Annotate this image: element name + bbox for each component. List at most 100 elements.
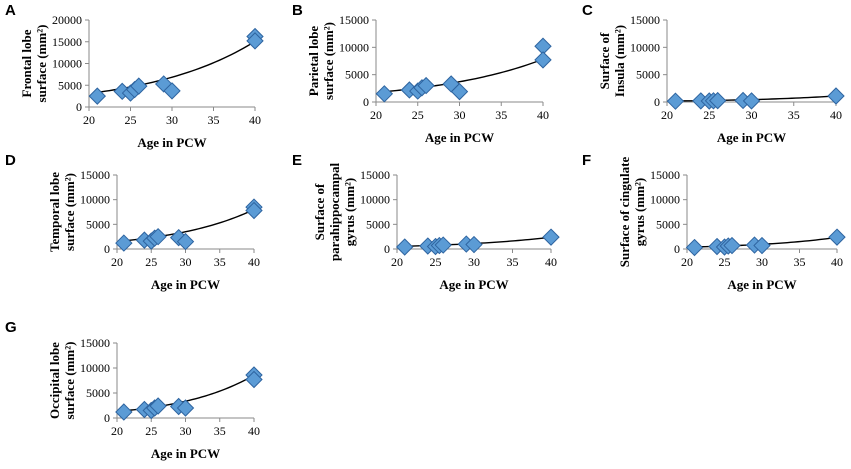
x-tick-label: 20 — [391, 255, 403, 269]
x-tick-label: 20 — [111, 424, 123, 438]
y-tick-label: 0 — [104, 242, 110, 256]
y-axis-title: Surface of — [312, 183, 327, 240]
x-tick-label: 40 — [830, 108, 842, 122]
panel-letter: A — [5, 2, 16, 19]
x-tick-label: 20 — [83, 113, 95, 127]
y-axis-title: Frontal lobe — [19, 29, 34, 97]
x-tick-label: 25 — [145, 424, 157, 438]
y-tick-label: 15000 — [80, 336, 110, 350]
x-tick-label: 25 — [145, 255, 157, 269]
y-tick-label: 0 — [76, 100, 82, 114]
data-point — [375, 85, 394, 103]
panel-letter: C — [582, 2, 593, 19]
x-axis-title: Age in PCW — [439, 277, 508, 292]
x-tick-label: 40 — [545, 255, 557, 269]
y-tick-label: 10000 — [650, 193, 680, 207]
x-tick-label: 40 — [249, 113, 261, 127]
x-tick-label: 35 — [214, 255, 226, 269]
y-tick-label: 5000 — [656, 217, 680, 231]
data-point — [542, 228, 560, 246]
y-axis-title: gyrus (mm²) — [632, 178, 647, 247]
y-tick-label: 5000 — [345, 68, 369, 82]
x-tick-label: 20 — [111, 255, 123, 269]
y-axis-title: surface (mm²) — [34, 25, 49, 103]
y-axis-title: Parietal lobe — [306, 26, 321, 97]
x-tick-label: 20 — [661, 108, 673, 122]
y-tick-label: 5000 — [366, 217, 390, 231]
x-tick-label: 35 — [495, 108, 507, 122]
y-tick-label: 10000 — [360, 193, 390, 207]
y-axis-title: Surface of — [597, 32, 612, 89]
y-tick-label: 15000 — [80, 168, 110, 182]
y-tick-label: 0 — [104, 411, 110, 425]
y-tick-label: 15000 — [360, 168, 390, 182]
panel-letter: B — [292, 2, 303, 19]
data-point — [115, 234, 133, 252]
data-point — [88, 87, 107, 105]
x-tick-label: 25 — [719, 255, 731, 269]
x-tick-label: 35 — [788, 108, 800, 122]
y-axis-title: parahippocampal — [327, 162, 342, 261]
data-point — [434, 236, 452, 254]
data-point — [753, 236, 771, 255]
y-axis-title: surface (mm²) — [62, 342, 77, 420]
data-point — [827, 87, 845, 105]
y-tick-label: 5000 — [86, 386, 110, 400]
y-tick-label: 5000 — [86, 217, 110, 231]
x-tick-label: 30 — [180, 424, 192, 438]
y-tick-label: 5000 — [58, 78, 82, 92]
x-axis-title: Age in PCW — [717, 130, 786, 145]
data-point — [417, 76, 435, 95]
y-tick-label: 10000 — [630, 40, 660, 54]
x-tick-label: 25 — [430, 255, 442, 269]
y-tick-label: 0 — [384, 242, 390, 256]
y-axis-title: Insula (mm²) — [612, 25, 627, 97]
x-tick-label: 40 — [248, 255, 260, 269]
data-point — [245, 201, 263, 220]
x-tick-label: 35 — [794, 255, 806, 269]
x-tick-label: 20 — [370, 108, 382, 122]
y-tick-label: 0 — [674, 242, 680, 256]
data-point — [742, 92, 761, 110]
y-axis-title: Occipital lobe — [47, 342, 62, 419]
data-point — [149, 397, 167, 415]
x-tick-label: 25 — [703, 108, 715, 122]
x-tick-label: 25 — [412, 108, 424, 122]
y-tick-label: 15000 — [339, 13, 369, 27]
y-tick-label: 5000 — [636, 68, 660, 82]
data-point — [395, 238, 414, 256]
y-tick-label: 15000 — [630, 13, 660, 27]
panel-letter: E — [292, 152, 302, 169]
panel-letter: D — [5, 152, 16, 169]
data-point — [685, 238, 704, 257]
data-point — [708, 91, 727, 110]
x-axis-title: Age in PCW — [425, 130, 494, 145]
x-tick-label: 35 — [214, 424, 226, 438]
data-point — [465, 235, 483, 254]
x-tick-label: 35 — [208, 113, 220, 127]
x-axis-title: Age in PCW — [137, 135, 206, 150]
data-point — [176, 232, 195, 251]
y-tick-label: 15000 — [52, 35, 82, 49]
y-tick-label: 10000 — [80, 361, 110, 375]
x-tick-label: 30 — [454, 108, 466, 122]
y-tick-label: 20000 — [52, 13, 82, 27]
y-axis-title: gyrus (mm²) — [342, 178, 357, 247]
y-axis-title: surface (mm²) — [62, 173, 77, 251]
y-tick-label: 10000 — [52, 57, 82, 71]
y-tick-label: 15000 — [650, 168, 680, 182]
data-point — [828, 228, 846, 246]
x-tick-label: 40 — [831, 255, 843, 269]
x-tick-label: 35 — [507, 255, 519, 269]
data-point — [176, 399, 195, 417]
y-tick-label: 10000 — [80, 193, 110, 207]
x-tick-label: 30 — [468, 255, 480, 269]
x-axis-title: Age in PCW — [727, 277, 796, 292]
panel-letter: G — [5, 319, 17, 336]
